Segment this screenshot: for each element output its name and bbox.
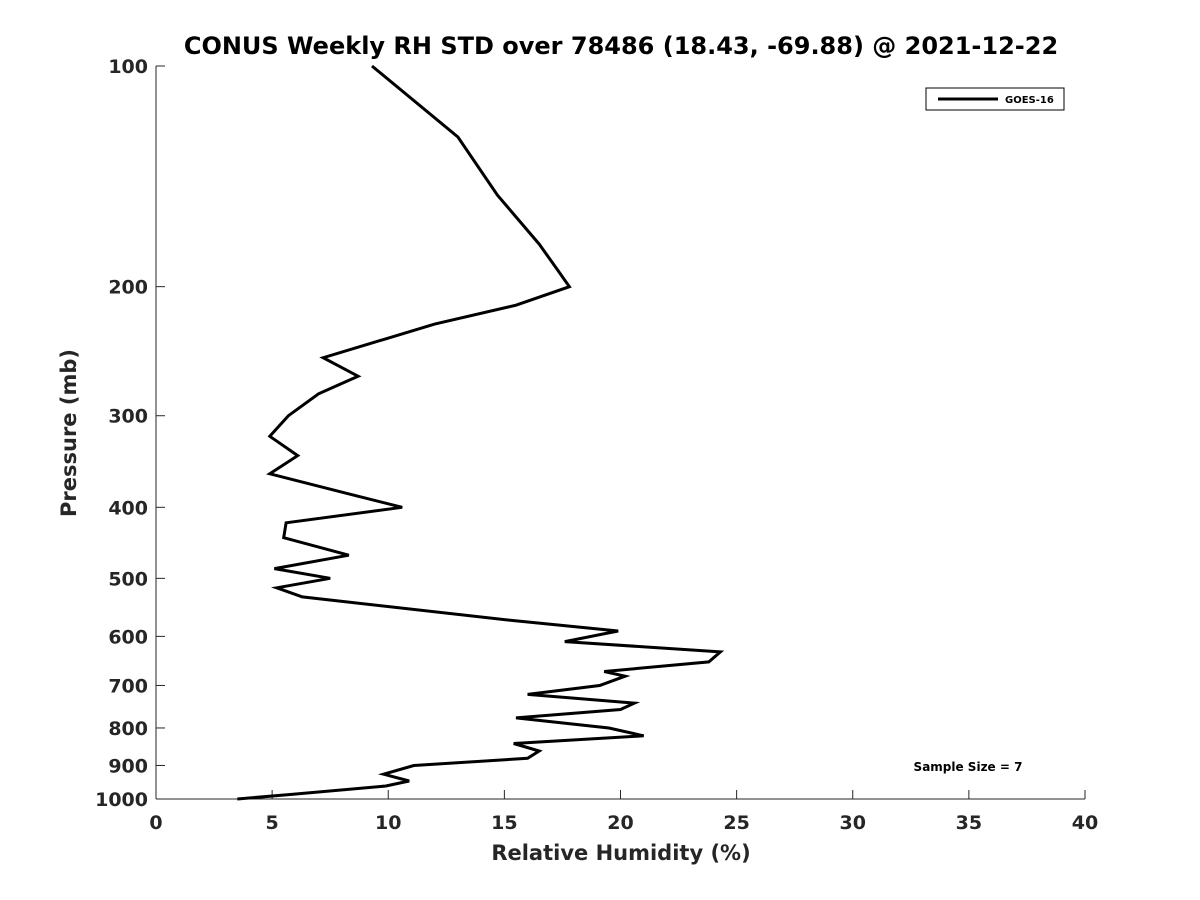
y-tick-label: 1000 xyxy=(95,789,148,811)
y-axis-label: Pressure (mb) xyxy=(57,349,81,517)
y-tick-label: 600 xyxy=(108,626,148,648)
chart-title: CONUS Weekly RH STD over 78486 (18.43, -… xyxy=(184,32,1058,60)
y-tick-label: 500 xyxy=(108,568,148,590)
x-tick-label: 10 xyxy=(375,812,401,834)
plot-area xyxy=(155,66,1085,800)
y-axis: 100 200 300 400 500 600 700 800 900 1000 xyxy=(95,56,165,811)
y-tick-label: 300 xyxy=(108,406,148,428)
x-tick-label: 20 xyxy=(607,812,633,834)
legend-label: GOES-16 xyxy=(1005,95,1054,106)
x-tick-label: 15 xyxy=(491,812,517,834)
x-tick-label: 25 xyxy=(723,812,749,834)
y-tick-label: 700 xyxy=(108,675,148,697)
y-tick-label: 800 xyxy=(108,718,148,740)
series-layer xyxy=(237,64,725,801)
series-line-goes-16 xyxy=(237,64,725,801)
x-axis-label: Relative Humidity (%) xyxy=(491,841,750,865)
legend: GOES-16 xyxy=(925,87,1065,111)
x-tick-label: 0 xyxy=(149,812,162,834)
y-tick-label: 900 xyxy=(108,755,148,777)
x-tick-label: 35 xyxy=(956,812,982,834)
y-tick-label: 100 xyxy=(108,56,148,78)
y-tick-label: 200 xyxy=(108,277,148,299)
sample-size-annotation: Sample Size = 7 xyxy=(914,760,1023,774)
x-axis: 0 5 10 15 20 25 30 35 40 xyxy=(149,790,1098,834)
x-tick-label: 40 xyxy=(1072,812,1098,834)
y-tick-label: 400 xyxy=(108,497,148,519)
x-tick-label: 30 xyxy=(840,812,866,834)
x-tick-label: 5 xyxy=(266,812,279,834)
